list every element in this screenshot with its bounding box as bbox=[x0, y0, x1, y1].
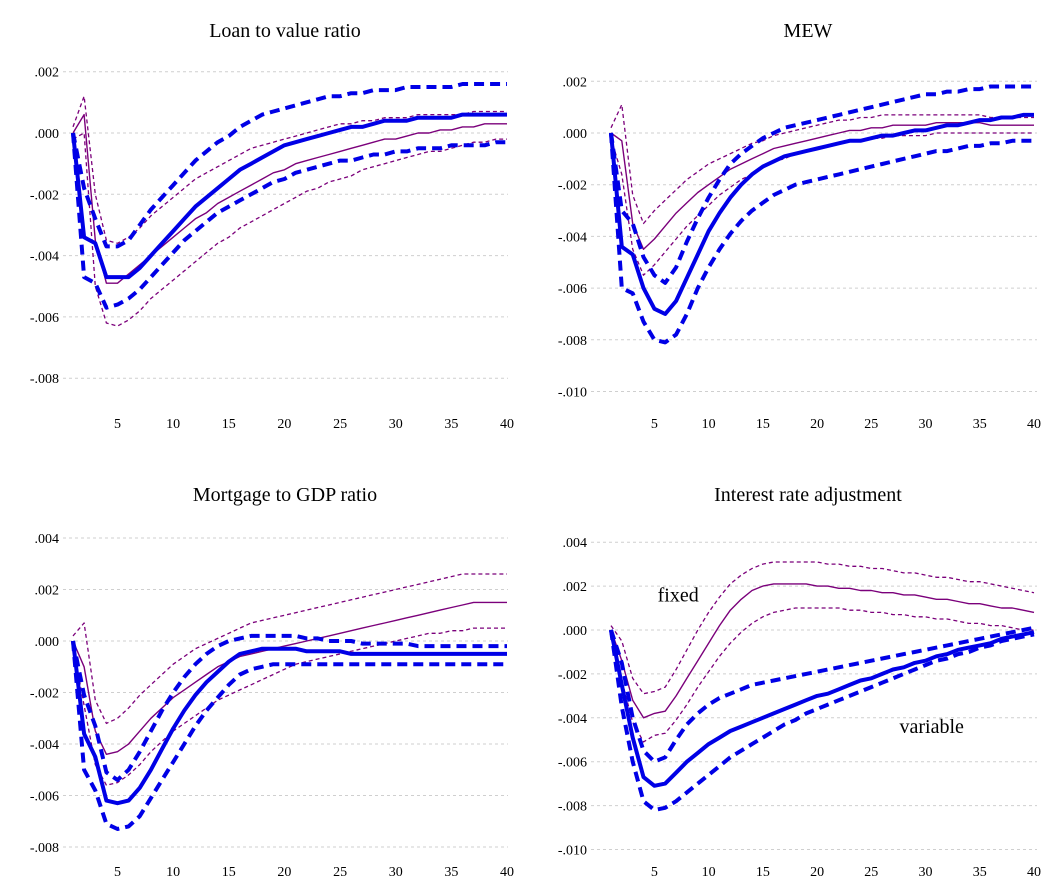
series-line-purple-dash-thin bbox=[610, 607, 1034, 743]
y-tick-label: -.008 bbox=[558, 800, 587, 815]
panel-2: MEW .002 .000 -.002 -.004 -.006 -.008 -.010 5 10 1… bbox=[558, 20, 1041, 432]
y-tick-label: -.006 bbox=[558, 282, 587, 297]
panel-title: MEW bbox=[784, 20, 833, 42]
x-tick-label: 20 bbox=[277, 417, 291, 432]
series-line-blue-dash-thick bbox=[71, 640, 507, 831]
series-line-purple-dash-thin bbox=[610, 132, 1034, 276]
y-tick-label: -.010 bbox=[558, 386, 587, 401]
series-line-blue-dash-thick bbox=[609, 625, 1035, 764]
x-tick-label: 20 bbox=[810, 865, 824, 880]
series-line-purple-thin bbox=[610, 583, 1035, 719]
y-tick-label: -.008 bbox=[30, 372, 59, 387]
x-tick-label: 25 bbox=[864, 865, 878, 880]
y-tick-label: -.008 bbox=[30, 841, 59, 856]
x-tick-label: 30 bbox=[919, 417, 933, 432]
series-line-blue-thick bbox=[609, 112, 1034, 316]
annotation-variable: variable bbox=[900, 716, 965, 738]
x-tick-label: 25 bbox=[333, 865, 347, 880]
series-line-purple-dash-thin bbox=[610, 103, 1034, 225]
panel-title: Mortgage to GDP ratio bbox=[193, 484, 377, 506]
y-tick-label: -.006 bbox=[30, 790, 59, 805]
panel-3: Mortgage to GDP ratio .004 .002 .000 -.002 -.… bbox=[30, 484, 514, 880]
y-tick-label: -.002 bbox=[558, 179, 587, 194]
x-tick-label: 15 bbox=[222, 865, 236, 880]
x-tick-label: 35 bbox=[973, 865, 987, 880]
x-tick-label: 15 bbox=[756, 417, 770, 432]
y-tick-label: .002 bbox=[35, 584, 60, 599]
series-line-purple-dash-thin bbox=[72, 627, 507, 786]
series-line-purple-dash-thin bbox=[610, 561, 1035, 695]
y-tick-label: .000 bbox=[563, 624, 588, 639]
x-tick-label: 15 bbox=[222, 417, 236, 432]
y-tick-label: -.006 bbox=[558, 756, 587, 771]
series-line-purple-dash-thin bbox=[72, 132, 507, 327]
annotation-fixed: fixed bbox=[658, 584, 699, 606]
series-line-purple-thin bbox=[72, 601, 507, 755]
series-line-blue-dash-thick bbox=[609, 132, 1034, 345]
series-line-blue-dash-thick bbox=[71, 633, 507, 782]
x-tick-label: 30 bbox=[389, 865, 403, 880]
series-line-blue-dash-thick bbox=[71, 132, 507, 310]
x-tick-label: 30 bbox=[919, 865, 933, 880]
y-tick-label: -.006 bbox=[30, 311, 59, 326]
x-tick-label: 40 bbox=[500, 865, 514, 880]
y-tick-label: -.004 bbox=[558, 230, 587, 245]
y-tick-label: -.004 bbox=[558, 712, 587, 727]
x-tick-label: 15 bbox=[756, 865, 770, 880]
x-tick-label: 20 bbox=[810, 417, 824, 432]
x-tick-label: 35 bbox=[973, 417, 987, 432]
x-tick-label: 40 bbox=[1027, 417, 1041, 432]
y-tick-label: -.004 bbox=[30, 738, 59, 753]
series-line-purple-dash-thin bbox=[72, 573, 507, 725]
y-tick-label: .002 bbox=[563, 580, 588, 595]
series-line-purple-dash-thin bbox=[72, 95, 507, 244]
y-tick-label: -.010 bbox=[558, 844, 587, 859]
x-tick-label: 40 bbox=[1027, 865, 1041, 880]
x-tick-label: 10 bbox=[702, 865, 716, 880]
y-tick-label: .002 bbox=[35, 66, 60, 81]
y-tick-label: .004 bbox=[35, 532, 60, 547]
x-tick-label: 25 bbox=[333, 417, 347, 432]
panel-4: Interest rate adjustment .004 .002 .000 -.00… bbox=[558, 484, 1041, 880]
x-tick-label: 5 bbox=[651, 417, 658, 432]
y-tick-label: -.008 bbox=[558, 334, 587, 349]
y-tick-label: .000 bbox=[563, 127, 588, 142]
series-line-blue-thick bbox=[71, 112, 507, 280]
y-tick-label: .000 bbox=[35, 635, 60, 650]
x-tick-label: 5 bbox=[114, 865, 121, 880]
series-line-blue-dash-thick bbox=[609, 84, 1034, 285]
y-tick-label: -.002 bbox=[558, 668, 587, 683]
x-tick-label: 35 bbox=[444, 865, 458, 880]
y-tick-label: .002 bbox=[563, 75, 588, 90]
x-tick-label: 35 bbox=[444, 417, 458, 432]
x-tick-label: 10 bbox=[166, 865, 180, 880]
x-tick-label: 10 bbox=[702, 417, 716, 432]
panel-1: Loan to value ratio .002 .000 -.002 -.004 -.0… bbox=[30, 20, 514, 432]
series-line-blue-thick bbox=[71, 640, 507, 806]
panel-title: Interest rate adjustment bbox=[714, 484, 902, 506]
series-line-purple-thin bbox=[610, 122, 1034, 250]
x-tick-label: 5 bbox=[651, 865, 658, 880]
x-tick-label: 40 bbox=[500, 417, 514, 432]
y-tick-label: -.002 bbox=[30, 687, 59, 702]
panel-title: Loan to value ratio bbox=[209, 20, 361, 42]
y-tick-label: .000 bbox=[35, 127, 60, 142]
y-tick-label: -.002 bbox=[30, 188, 59, 203]
series-line-blue-dash-thick bbox=[609, 629, 1035, 812]
x-tick-label: 30 bbox=[389, 417, 403, 432]
x-tick-label: 25 bbox=[864, 417, 878, 432]
x-tick-label: 5 bbox=[114, 417, 121, 432]
x-tick-label: 20 bbox=[277, 865, 291, 880]
series-line-blue-thick bbox=[609, 629, 1035, 788]
series-line-blue-dash-thick bbox=[71, 82, 507, 249]
series-line-purple-thin bbox=[72, 113, 507, 284]
y-tick-label: .004 bbox=[563, 536, 588, 551]
x-tick-label: 10 bbox=[166, 417, 180, 432]
y-tick-label: -.004 bbox=[30, 250, 59, 265]
